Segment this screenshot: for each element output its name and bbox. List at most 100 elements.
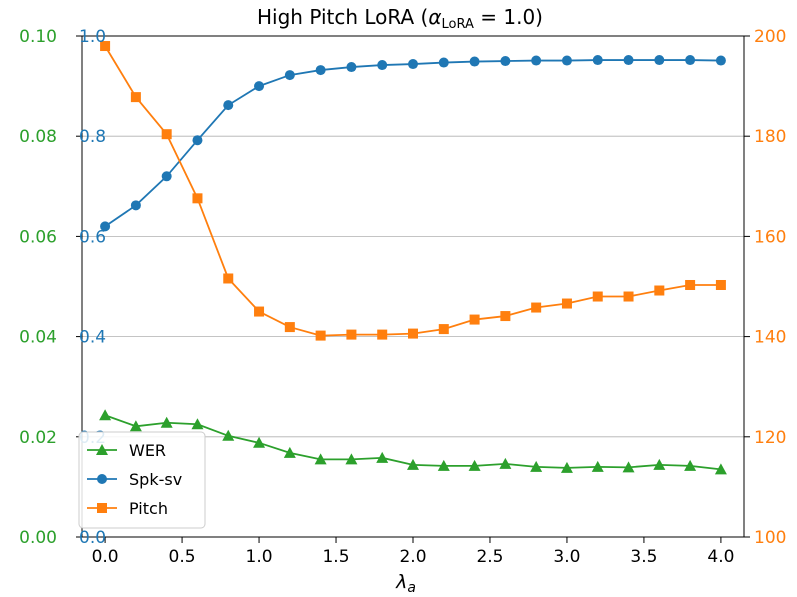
legend-label: Pitch (129, 499, 168, 518)
data-point (192, 193, 203, 204)
data-point (685, 55, 696, 66)
x-tick-label: 0.0 (92, 547, 119, 567)
data-point (622, 461, 635, 473)
data-point (254, 306, 265, 317)
left-outer-tick-label: 0.02 (19, 428, 57, 448)
x-axis-label-symbol: λ (395, 571, 407, 593)
data-point (560, 461, 573, 473)
data-point (345, 453, 358, 465)
legend-marker (96, 444, 108, 455)
data-point (283, 446, 296, 458)
data-point (408, 59, 418, 70)
data-point (715, 55, 726, 66)
chart-title-alpha: α (428, 5, 441, 29)
data-point (100, 221, 111, 232)
chart-title-sub: LoRA (442, 17, 474, 32)
series-spk-sv (100, 55, 726, 232)
x-tick-label: 2.5 (476, 547, 503, 567)
data-point (130, 200, 141, 211)
data-point (253, 436, 266, 448)
data-point (469, 56, 480, 67)
data-point (222, 429, 235, 441)
left-inner-tick-label: 0.6 (79, 227, 106, 247)
left-outer-tick-label: 0.10 (19, 27, 57, 47)
left-inner-tick-label: 0.0 (79, 528, 106, 548)
data-point (438, 57, 449, 68)
right-tick-label: 180 (754, 127, 786, 147)
data-point (223, 273, 234, 284)
data-point (315, 330, 326, 341)
chart-title-main: High Pitch LoRA ( (257, 5, 428, 29)
data-point (561, 298, 572, 309)
data-point (591, 460, 604, 472)
data-point (684, 459, 697, 471)
chart-title: High Pitch LoRA (αLoRA = 1.0) (257, 5, 543, 32)
data-point (376, 451, 389, 463)
data-point (714, 463, 727, 475)
left-inner-tick-label: 1.0 (79, 27, 106, 47)
data-point (654, 285, 665, 296)
data-point (99, 409, 112, 421)
series-wer (99, 409, 727, 475)
series-pitch (100, 41, 726, 341)
legend-marker (97, 503, 107, 513)
right-tick-label: 200 (754, 27, 786, 47)
data-point (531, 302, 542, 313)
right-tick-label: 160 (754, 227, 786, 247)
data-point (254, 81, 265, 92)
left-outer-tick-label: 0.08 (19, 127, 57, 147)
data-point (561, 55, 572, 66)
data-point (685, 279, 696, 290)
data-point (623, 55, 634, 66)
data-point (130, 92, 141, 103)
series-layer (99, 41, 727, 475)
data-point (192, 135, 203, 146)
x-tick-label: 3.5 (630, 547, 657, 567)
data-point (314, 453, 327, 465)
data-point (500, 311, 511, 322)
x-tick-label: 0.5 (169, 547, 196, 567)
data-point (377, 60, 388, 71)
x-tick-label: 4.0 (707, 547, 734, 567)
left-outer-tick-label: 0.00 (19, 528, 57, 548)
x-tick-label: 3.0 (553, 547, 580, 567)
legend-label: WER (129, 441, 166, 460)
data-point (346, 329, 357, 340)
data-point (315, 65, 326, 76)
right-tick-label: 120 (754, 428, 786, 448)
data-point (284, 322, 295, 333)
data-point (284, 70, 295, 81)
data-point (160, 416, 173, 428)
data-point (592, 291, 603, 302)
axes: 0.0 0.5 1.0 1.5 2.0 2.5 3.0 3.5 4.0 0.00 0.02 0.04 0… (19, 27, 786, 567)
data-point (407, 458, 419, 470)
data-point (654, 55, 665, 66)
chart-title-rest: = 1.0) (474, 5, 543, 29)
data-point (623, 291, 634, 302)
data-point (161, 171, 172, 182)
data-point (438, 324, 449, 335)
data-point (223, 100, 234, 111)
data-point (500, 56, 511, 67)
legend-label: Spk-sv (129, 470, 182, 489)
legend-marker (97, 474, 107, 484)
data-point (437, 459, 450, 471)
data-point (346, 62, 357, 73)
legend-box (78, 431, 206, 529)
x-tick-label: 1.0 (246, 547, 273, 567)
data-point (531, 55, 542, 66)
data-point (191, 418, 204, 430)
left-inner-tick-label: 0.4 (79, 328, 106, 348)
data-point (653, 458, 666, 470)
data-point (499, 457, 512, 469)
data-point (408, 328, 418, 339)
legend: WER Spk-sv Pitch (78, 431, 206, 529)
data-point (100, 41, 111, 52)
data-point (715, 279, 726, 290)
x-axis-label: λa (395, 571, 416, 596)
left-inner-tick-label: 0.8 (79, 127, 106, 147)
data-point (161, 129, 172, 140)
data-point (468, 459, 481, 471)
right-tick-label: 140 (754, 328, 786, 348)
